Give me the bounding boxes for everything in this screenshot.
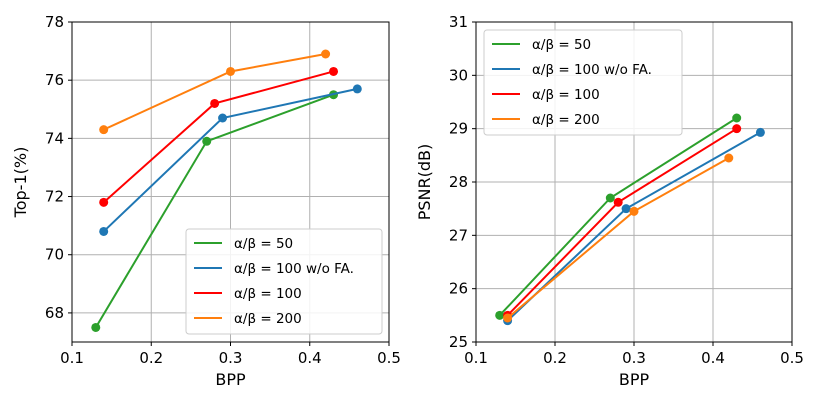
x-tick-label: 0.3 xyxy=(219,349,243,367)
data-point xyxy=(202,136,212,146)
series-1 xyxy=(99,84,362,236)
x-axis-label: BPP xyxy=(619,370,650,389)
y-tick-label: 78 xyxy=(45,13,64,31)
data-point xyxy=(732,113,742,123)
x-tick-label: 0.5 xyxy=(377,349,401,367)
legend-label: α/β = 100 w/o FA. xyxy=(234,261,354,277)
series-0 xyxy=(495,113,742,320)
legend-label: α/β = 200 xyxy=(234,311,302,327)
data-point xyxy=(629,206,639,216)
data-point xyxy=(321,49,331,59)
legend: α/β = 50 α/β = 100 w/o FA. α/β = 100 α/β = … xyxy=(185,228,383,335)
chart-psnr: 0.1 0.2 0.3 0.4 0.5 25 26 27 28 29 30 31 BPP PSNR(dB)… xyxy=(415,13,804,389)
data-point xyxy=(732,124,742,134)
y-tick-label: 29 xyxy=(449,120,468,138)
y-tick-label: 27 xyxy=(449,226,468,244)
data-point xyxy=(329,66,339,76)
data-point xyxy=(605,193,615,203)
y-tick-label: 74 xyxy=(45,129,64,147)
y-tick-label: 72 xyxy=(45,188,64,206)
x-axis-label: BPP xyxy=(215,370,246,389)
x-tick-label: 0.2 xyxy=(543,349,567,367)
y-tick-label: 28 xyxy=(449,173,468,191)
data-point xyxy=(218,113,228,123)
series-3 xyxy=(99,49,331,135)
data-point xyxy=(495,310,505,320)
y-tick-label: 68 xyxy=(45,304,64,322)
data-point xyxy=(755,127,765,137)
data-point xyxy=(210,98,220,108)
data-point xyxy=(724,153,734,163)
y-tick-label: 30 xyxy=(449,66,468,84)
data-point xyxy=(99,125,109,135)
legend-box xyxy=(185,228,383,335)
y-tick-label: 70 xyxy=(45,246,64,264)
chart-top1: 0.1 0.2 0.3 0.4 0.5 68 70 72 74 76 78 BPP Top-1(%) α/… xyxy=(11,13,401,389)
legend: α/β = 50 α/β = 100 w/o FA. α/β = 100 α/β = … xyxy=(483,29,683,136)
y-tick-label: 26 xyxy=(449,280,468,298)
data-point xyxy=(503,313,513,323)
data-point xyxy=(621,204,631,214)
data-point xyxy=(352,84,362,94)
series-line xyxy=(103,53,326,131)
data-point xyxy=(99,197,109,207)
y-tick-label: 25 xyxy=(449,333,468,351)
legend-label: α/β = 50 xyxy=(532,37,591,53)
x-tick-label: 0.3 xyxy=(622,349,646,367)
x-tick-label: 0.4 xyxy=(701,349,725,367)
x-tick-label: 0.2 xyxy=(139,349,163,367)
x-tick-label: 0.5 xyxy=(780,349,804,367)
legend-label: α/β = 50 xyxy=(234,236,293,252)
y-axis-label: Top-1(%) xyxy=(11,147,30,219)
series-3 xyxy=(503,153,734,323)
legend-box xyxy=(483,29,683,136)
series-0 xyxy=(91,90,339,332)
x-tick-label: 0.1 xyxy=(464,349,488,367)
legend-label: α/β = 100 xyxy=(234,286,302,302)
legend-label: α/β = 100 w/o FA. xyxy=(532,62,652,78)
y-axis-label: PSNR(dB) xyxy=(415,144,434,221)
series-2 xyxy=(99,66,339,207)
data-point xyxy=(613,197,623,207)
legend-label: α/β = 200 xyxy=(532,112,600,128)
y-tick-label: 76 xyxy=(45,71,64,89)
data-point xyxy=(91,322,101,332)
data-point xyxy=(226,66,235,76)
x-tick-label: 0.1 xyxy=(60,349,84,367)
legend-label: α/β = 100 xyxy=(532,87,600,103)
y-tick-label: 31 xyxy=(449,13,468,31)
data-point xyxy=(99,226,109,236)
x-tick-label: 0.4 xyxy=(298,349,322,367)
